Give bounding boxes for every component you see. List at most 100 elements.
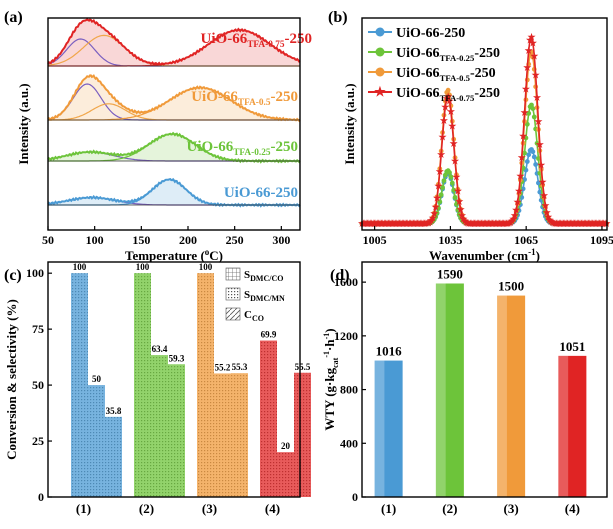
tpd-series-label: UiO-66-250 (224, 185, 298, 201)
x-category-label: (2) (139, 501, 154, 516)
ir-marker-point (531, 154, 537, 160)
legend: UiO-66-250UiO-66TFA-0.25-250UiO-66TFA-0.… (368, 26, 500, 103)
ir-marker-star: ★ (594, 219, 603, 229)
ir-marker-point (526, 152, 532, 158)
tpd-curve-group-2 (47, 131, 301, 164)
ir-marker-star: ★ (584, 219, 593, 229)
y-tick-label: 50 (32, 378, 44, 392)
ir-line (362, 148, 607, 225)
ir-marker-star: ★ (530, 51, 539, 61)
ir-marker-star: ★ (575, 219, 584, 229)
bar-texture (260, 340, 277, 497)
bar-value-label: 100 (199, 262, 213, 272)
ir-marker-star: ★ (572, 219, 581, 229)
ir-marker-point (534, 140, 540, 146)
ir-marker-star: ★ (444, 92, 453, 102)
ir-marker-star: ★ (494, 219, 503, 229)
ir-marker-star: ★ (596, 219, 605, 229)
ir-marker-star: ★ (433, 193, 442, 203)
ir-marker-star: ★ (411, 219, 420, 229)
ir-marker-star: ★ (580, 219, 589, 229)
x-tick-label: 1065 (514, 233, 538, 247)
y-tick-label: 0 (38, 490, 44, 504)
bar (497, 295, 526, 497)
legend-entry-label-subscript: TFA-0.75 (440, 93, 475, 103)
ir-marker-star: ★ (582, 219, 591, 229)
ir-marker-star: ★ (448, 121, 457, 131)
ir-marker-star: ★ (477, 219, 486, 229)
tpd-series-label: UiO-66TFA-0.75-250 (201, 31, 312, 50)
ir-marker-star: ★ (368, 219, 377, 229)
ir-marker-star: ★ (525, 45, 534, 55)
ir-marker-star: ★ (593, 219, 602, 229)
ir-marker-star: ★ (532, 70, 541, 80)
legend-entry-label-subscript: TFA-0.5 (440, 73, 471, 83)
ir-marker-star: ★ (489, 219, 498, 229)
ir-marker-star: ★ (440, 115, 449, 125)
bar-value-label: 50 (92, 374, 102, 384)
bar-value-label: 1590 (437, 266, 463, 281)
legend-marker-point (375, 67, 385, 77)
bar-value-label: 35.8 (106, 406, 122, 416)
ir-marker-star: ★ (558, 219, 567, 229)
plot-frame (47, 17, 301, 231)
bar-texture (105, 416, 122, 497)
x-tick-label: 100 (86, 233, 104, 247)
ir-marker-star: ★ (414, 219, 423, 229)
ir-marker-star: ★ (600, 219, 609, 229)
ir-marker-star: ★ (366, 219, 375, 229)
ir-series-group-1 (359, 147, 609, 227)
bar-highlight (558, 355, 569, 497)
legend-entry-label-part: -250 (474, 86, 500, 101)
ir-marker-star: ★ (375, 219, 384, 229)
ir-marker-star: ★ (432, 202, 441, 212)
tpd-series-label-subscript: TFA-0.25 (233, 148, 271, 158)
legend-entry-label: SDMC/CO (244, 269, 283, 283)
ir-marker-star: ★ (412, 219, 421, 229)
ir-marker-star: ★ (569, 219, 578, 229)
legend-entry-label: UiO-66TFA-0.5-250 (396, 66, 496, 83)
bar-value-label: 55.2 (215, 362, 231, 372)
ir-marker-star: ★ (590, 219, 599, 229)
bar-value-label: 55.5 (295, 362, 311, 372)
ir-marker-star: ★ (544, 212, 553, 222)
ir-marker-star: ★ (515, 186, 524, 196)
ir-marker-star: ★ (564, 219, 573, 229)
ir-marker-star: ★ (518, 153, 527, 163)
ir-marker-star: ★ (445, 96, 454, 106)
y-tick-label: 1200 (334, 329, 358, 343)
ir-marker-star: ★ (545, 215, 554, 225)
ir-marker-point (520, 186, 526, 192)
ir-marker-star: ★ (479, 219, 488, 229)
ir-marker-star: ★ (395, 219, 404, 229)
ir-marker-point (524, 159, 530, 164)
x-tick-label: 250 (226, 233, 244, 247)
y-tick-label: 100 (26, 266, 44, 280)
label-part: ) (536, 248, 540, 263)
bar-highlight (497, 295, 507, 497)
ir-marker-star: ★ (526, 35, 535, 45)
ir-marker-star: ★ (376, 219, 385, 229)
ir-marker-star: ★ (429, 213, 438, 223)
y-tick-label: 1600 (334, 275, 358, 289)
bar-texture (168, 364, 185, 497)
bar-value-label: 63.4 (152, 344, 168, 354)
ir-marker-point (522, 150, 527, 156)
x-category-label: (2) (442, 501, 457, 516)
ir-marker-star: ★ (398, 219, 407, 229)
y-tick-label: 25 (32, 434, 44, 448)
ir-marker-star: ★ (548, 218, 557, 228)
ir-marker-star: ★ (454, 186, 463, 196)
bar-texture (151, 355, 168, 497)
ir-marker-star: ★ (458, 210, 467, 220)
ir-marker-star: ★ (419, 219, 428, 229)
ir-marker-star: ★ (519, 131, 528, 141)
ir-marker-star: ★ (540, 190, 549, 200)
ir-marker-star: ★ (369, 219, 378, 229)
ir-marker-point (454, 201, 459, 207)
ir-marker-star: ★ (365, 219, 374, 229)
ir-marker-star: ★ (490, 219, 499, 229)
x-tick-label: 1005 (363, 233, 387, 247)
ir-marker-star: ★ (434, 181, 443, 191)
